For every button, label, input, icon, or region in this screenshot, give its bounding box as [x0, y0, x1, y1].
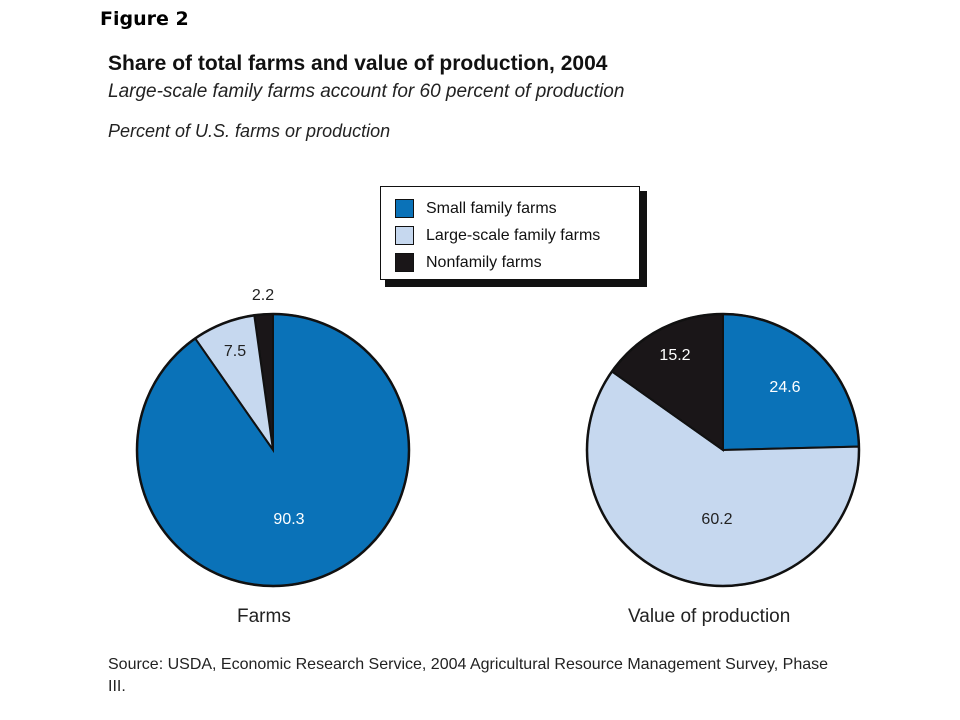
pie0-label-large-scale: 7.5 — [224, 343, 246, 360]
legend-label-small: Small family farms — [426, 199, 557, 217]
chart-subtitle: Large-scale family farms account for 60 … — [108, 81, 625, 102]
legend-item-nonfamily: Nonfamily farms — [395, 249, 639, 276]
legend-item-small: Small family farms — [395, 195, 639, 222]
figure-label: Figure 2 — [100, 8, 189, 30]
pie0-label-nonfamily: 2.2 — [252, 287, 274, 304]
legend-swatch-small — [395, 199, 414, 218]
legend-swatch-large-scale — [395, 226, 414, 245]
legend-item-large-scale: Large-scale family farms — [395, 222, 639, 249]
pie1-label-nonfamily: 15.2 — [659, 347, 690, 364]
legend: Small family farms Large-scale family fa… — [380, 186, 640, 280]
pie0-label-small: 90.3 — [273, 511, 304, 528]
chart-title: Share of total farms and value of produc… — [108, 52, 608, 75]
pie1-outline — [585, 312, 861, 588]
source-note: Source: USDA, Economic Research Service,… — [108, 656, 829, 695]
units-label: Percent of U.S. farms or production — [108, 121, 391, 141]
production-pie-title: Value of production — [628, 606, 791, 627]
legend-label-large-scale: Large-scale family farms — [426, 226, 601, 244]
farms-pie-title: Farms — [237, 606, 291, 627]
legend-swatch-nonfamily — [395, 253, 414, 272]
legend-label-nonfamily: Nonfamily farms — [426, 253, 542, 271]
pie1-label-large-scale: 60.2 — [701, 511, 732, 528]
pie0-outline — [135, 312, 411, 588]
pie0-slice-small — [136, 312, 410, 587]
pie1-label-small: 24.6 — [769, 379, 800, 396]
